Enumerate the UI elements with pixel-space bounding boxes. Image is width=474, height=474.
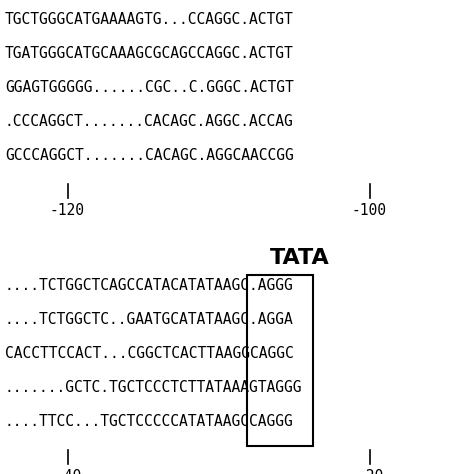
Text: ....TCTGGCTCAGCCATACATATAAGC.AGGG: ....TCTGGCTCAGCCATACATATAAGC.AGGG (5, 278, 294, 293)
Text: -40: -40 (56, 469, 82, 474)
Text: TGCTGGGCATGAAAAGTG...CCAGGC.ACTGT: TGCTGGGCATGAAAAGTG...CCAGGC.ACTGT (5, 12, 294, 27)
Text: ....TTCC...TGCTCCCCCATATAAGCCAGGG: ....TTCC...TGCTCCCCCATATAAGCCAGGG (5, 414, 294, 429)
Text: TGATGGGCATGCAAAGCGCAGCCAGGC.ACTGT: TGATGGGCATGCAAAGCGCAGCCAGGC.ACTGT (5, 46, 294, 61)
Bar (247, 275, 313, 446)
Text: -20: -20 (358, 469, 384, 474)
Text: .CCCAGGCT.......CACAGC.AGGC.ACCAG: .CCCAGGCT.......CACAGC.AGGC.ACCAG (5, 114, 294, 129)
Text: GCCCAGGCT.......CACAGC.AGGCAACCGG: GCCCAGGCT.......CACAGC.AGGCAACCGG (5, 148, 294, 163)
Text: TATA: TATA (270, 248, 330, 268)
Text: .......GCTC.TGCTCCCTCTTATAAAGTAGGG: .......GCTC.TGCTCCCTCTTATAAAGTAGGG (5, 380, 302, 395)
Text: GGAGTGGGGG......CGC..C.GGGC.ACTGT: GGAGTGGGGG......CGC..C.GGGC.ACTGT (5, 80, 294, 95)
Text: ....TCTGGCTC..GAATGCATATAAGC.AGGA: ....TCTGGCTC..GAATGCATATAAGC.AGGA (5, 312, 294, 327)
Text: CACCTTCCACT...CGGCTCACTTAAGGCAGGC: CACCTTCCACT...CGGCTCACTTAAGGCAGGC (5, 346, 294, 361)
Text: -120: -120 (50, 203, 85, 218)
Text: -100: -100 (352, 203, 387, 218)
